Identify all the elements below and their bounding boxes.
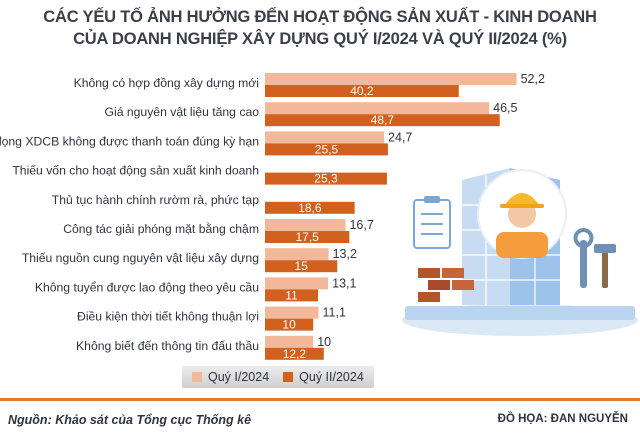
value-label-q1: 24,7 — [388, 130, 412, 144]
category-label: Công tác giải phóng mặt bằng chậm — [63, 221, 259, 236]
category-label: Không biết đến thông tin đấu thầu — [76, 339, 259, 353]
bar-q1 — [265, 248, 329, 261]
bar-q2 — [265, 85, 459, 97]
category-label: Điều kiện thời tiết không thuận lợi — [77, 310, 259, 324]
bar-q2 — [265, 231, 350, 243]
title-line-1: CÁC YẾU TỐ ẢNH HƯỞNG ĐẾN HOẠT ĐỘNG SẢN X… — [43, 8, 597, 26]
value-label-q2: 40,2 — [350, 84, 374, 98]
category-label: Nợ đọng XDCB không được thanh toán đúng … — [0, 134, 259, 148]
bar-q2 — [265, 289, 319, 302]
bars-group: Không có hợp đồng xây dựng mới 52,2 40,2 Gi… — [0, 72, 545, 361]
value-label-q2: 17,5 — [295, 230, 319, 244]
bar-q2 — [265, 143, 388, 156]
construction-illustration — [402, 168, 638, 336]
value-label-q2: 25,5 — [315, 142, 339, 156]
legend-item-q2: Quý II/2024 — [283, 370, 364, 384]
legend-item-q1: Quý I/2024 — [192, 370, 269, 384]
value-label-q2: 18,6 — [298, 201, 322, 215]
bar-q2 — [265, 172, 387, 185]
bar-q1 — [265, 277, 329, 290]
value-label-q1: 10 — [317, 335, 331, 349]
category-label: Không có hợp đồng xây dựng mới — [74, 76, 259, 90]
category-label: Thủ tục hành chính rườm rà, phức tạp — [52, 193, 259, 207]
clipboard-clip — [424, 196, 440, 203]
value-label-q2: 48,7 — [371, 113, 395, 127]
hammer-icon — [594, 244, 616, 288]
legend-swatch-q1 — [192, 372, 202, 382]
bar-q2 — [265, 260, 338, 273]
value-label-q2: 11 — [285, 288, 298, 302]
footer: Nguồn: Khảo sát của Tổng cục Thống kê ĐỒ… — [0, 398, 640, 437]
bar-q2 — [265, 201, 355, 214]
bar-q1 — [265, 335, 314, 348]
wrench-icon — [573, 228, 594, 288]
bar-q2 — [265, 347, 324, 360]
value-label-q1: 46,5 — [493, 101, 517, 115]
legend-label-q1: Quý I/2024 — [208, 370, 270, 384]
value-label-q2: 12,2 — [283, 347, 307, 361]
bar-q1 — [265, 102, 490, 115]
category-label: Giá nguyên vật liệu tăng cao — [105, 105, 260, 119]
legend-swatch-q2 — [283, 372, 294, 382]
value-label-q2: 10 — [282, 318, 296, 332]
bar-q2 — [265, 318, 314, 331]
platform-base — [405, 306, 635, 320]
value-label-q1: 11,1 — [323, 306, 346, 320]
legend-label-q2: Quý II/2024 — [299, 370, 364, 384]
bar-q1 — [265, 306, 319, 319]
value-label-q1: 16,7 — [349, 218, 373, 232]
worker-vest — [496, 232, 548, 258]
bar-chart: Không có hợp đồng xây dựng mới 52,2 40,2 Gi… — [0, 72, 638, 361]
legend: Quý I/2024 Quý II/2024 — [182, 366, 374, 388]
bricks-icon — [418, 268, 474, 302]
hard-hat-icon — [504, 193, 540, 206]
bar-q1 — [265, 131, 385, 144]
category-label: Thiếu nguồn cung nguyên vật liệu xây dựn… — [22, 251, 259, 265]
chart-title: CÁC YẾU TỐ ẢNH HƯỞNG ĐẾN HOẠT ĐỘNG SẢN X… — [0, 6, 640, 50]
bar-q1 — [265, 219, 346, 231]
value-label-q2: 25,3 — [314, 172, 338, 186]
title-line-2: CỦA DOANH NGHIỆP XÂY DỰNG QUÝ I/2024 VÀ … — [73, 30, 567, 48]
graphic-credit: ĐỒ HỌA: ĐAN NGUYỄN — [497, 413, 628, 425]
source-note: Nguồn: Khảo sát của Tổng cục Thống kê — [8, 413, 252, 427]
bar-q2 — [265, 114, 500, 127]
value-label-q2: 15 — [294, 259, 308, 273]
hard-hat-brim — [500, 204, 544, 208]
category-label: Thiếu vốn cho hoạt động sản xuất kinh do… — [12, 164, 259, 178]
value-label-q1: 13,2 — [333, 247, 357, 261]
bar-q1 — [265, 73, 517, 85]
category-label: Không tuyển được lao động theo yêu cầu — [35, 280, 259, 294]
value-label-q1: 52,2 — [521, 72, 545, 86]
value-label-q1: 13,1 — [332, 276, 356, 290]
